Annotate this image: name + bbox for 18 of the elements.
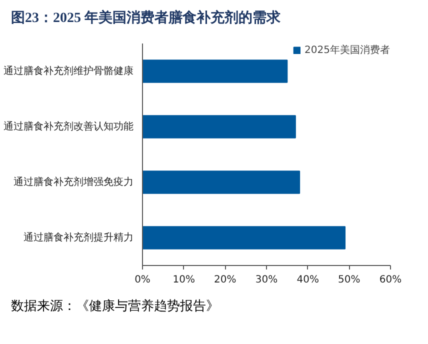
- x-tick-label: 20%: [214, 274, 236, 286]
- x-tick-label: 10%: [172, 274, 195, 286]
- bar: [142, 226, 346, 250]
- legend-label: 2025年美国消费者: [304, 44, 390, 57]
- x-tick-label: 30%: [255, 274, 278, 286]
- bar: [142, 60, 288, 83]
- source-note: 数据来源：《健康与营养趋势报告》: [11, 297, 219, 315]
- x-tick-label: 0%: [134, 274, 150, 286]
- y-tick-label: 通过膳食补充剂提升精力: [24, 231, 134, 244]
- y-tick-label: 通过膳食补充剂增强免疫力: [14, 176, 134, 188]
- y-tick-label: 通过膳食补充剂改善认知功能: [4, 120, 134, 132]
- x-tick-label: 50%: [338, 274, 360, 286]
- x-tick-label: 60%: [379, 274, 402, 286]
- y-tick-label: 通过膳食补充剂维护骨骼健康: [4, 64, 134, 77]
- x-tick-label: 40%: [296, 274, 319, 286]
- chart-title: 图23：2025 年美国消费者膳食补充剂的需求: [11, 9, 280, 28]
- bar: [142, 115, 296, 138]
- bar: [142, 170, 300, 194]
